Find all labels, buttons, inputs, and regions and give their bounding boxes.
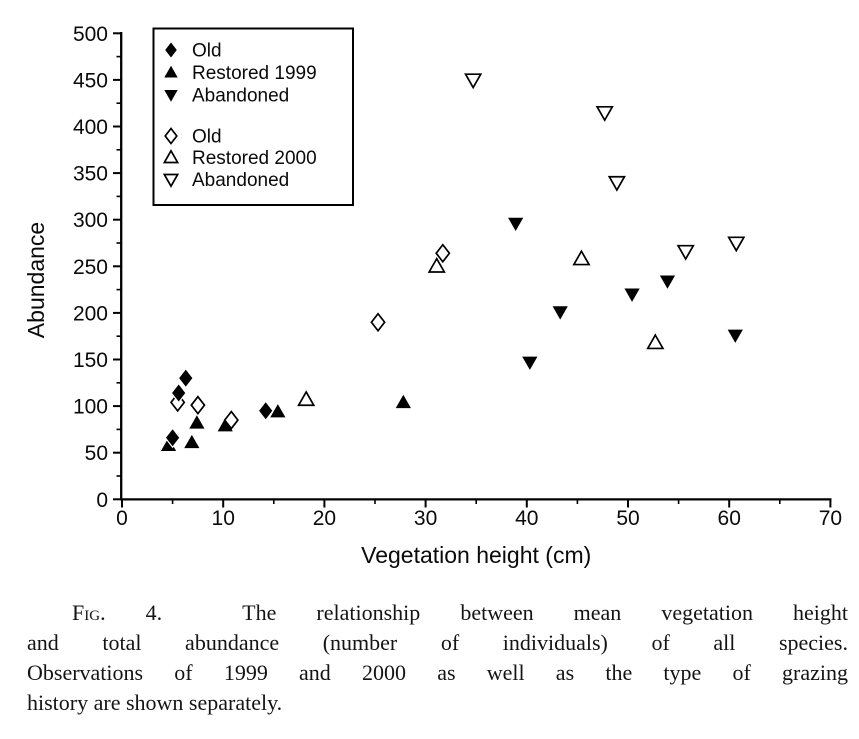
y-tick-label: 450 — [73, 69, 108, 92]
x-tick-label: 30 — [414, 507, 437, 530]
data-point-restored-1999 — [187, 412, 207, 430]
data-point-old-1999 — [257, 400, 274, 422]
legend-label: Old — [192, 41, 222, 62]
legend-label: Restored 2000 — [192, 148, 317, 169]
data-point-abandoned-1999 — [550, 305, 570, 322]
data-point-old-1999 — [170, 382, 187, 404]
y-tick-label: 50 — [85, 442, 108, 465]
data-point-old-2000 — [370, 312, 386, 333]
y-axis-title: Abundance — [23, 222, 49, 338]
legend-label: Old — [192, 127, 222, 148]
data-point-restored-1999 — [393, 392, 414, 410]
y-tick-label: 0 — [96, 489, 108, 512]
y-tick-label: 300 — [73, 209, 108, 232]
figure-number: Fig. 4. — [72, 600, 163, 625]
data-point-abandoned-1999 — [506, 216, 526, 234]
data-point-restored-2000 — [297, 390, 316, 407]
scatter-plot: 0 10 20 30 40 50 60 70 0 50 100 150 200 250 300 350 400 4… — [23, 23, 842, 568]
data-point-old-1999 — [177, 367, 194, 389]
legend-label: Abandoned — [192, 86, 289, 107]
caption-text: The relationship between mean vegetation… — [162, 600, 848, 625]
data-point-abandoned-1999 — [622, 287, 642, 305]
legend-marker-triangle-up-open — [162, 149, 180, 164]
legend-marker-diamond-filled — [163, 40, 179, 60]
data-point-restored-2000 — [572, 249, 591, 266]
legend-marker-triangle-up-filled — [162, 63, 180, 79]
caption-line-1: Fig. 4. The relationship between mean ve… — [27, 598, 848, 628]
data-point-restored-1999 — [182, 432, 202, 450]
x-tick-label: 50 — [616, 507, 639, 530]
caption-line-4: history are shown separately. — [27, 690, 283, 715]
data-point-restored-1999 — [268, 401, 288, 419]
x-tick-label: 70 — [819, 507, 842, 530]
data-point-abandoned-2000 — [676, 244, 695, 261]
x-tick-label: 20 — [313, 507, 336, 530]
x-tick-label: 10 — [212, 507, 235, 530]
legend-label: Restored 1999 — [192, 63, 317, 84]
y-tick-label: 350 — [73, 163, 108, 186]
data-point-abandoned-2000 — [464, 73, 483, 90]
data-point-old-2000 — [169, 392, 186, 413]
x-tick-label: 60 — [718, 507, 741, 530]
y-tick-label: 400 — [73, 116, 108, 139]
legend-marker-triangle-down-filled — [162, 88, 180, 105]
data-point-abandoned-1999 — [520, 355, 540, 373]
data-point-abandoned-2000 — [595, 105, 614, 122]
legend-marker-diamond-open — [164, 127, 178, 145]
x-tick-label: 0 — [116, 507, 128, 530]
data-point-abandoned-1999 — [657, 274, 678, 292]
legend-label: Abandoned — [192, 170, 289, 191]
data-point-restored-2000 — [427, 256, 446, 273]
data-point-old-2000 — [435, 243, 451, 264]
y-tick-label: 250 — [73, 256, 108, 279]
data-point-abandoned-2000 — [607, 175, 626, 192]
caption-line-3: Observations of 1999 and 2000 as well as… — [27, 660, 848, 685]
x-tick-label: 40 — [515, 507, 538, 530]
y-tick-label: 500 — [73, 23, 108, 46]
legend-box — [152, 27, 354, 206]
data-point-old-2000 — [190, 395, 206, 416]
data-point-old-2000 — [223, 410, 239, 430]
data-point-abandoned-1999 — [725, 328, 745, 346]
y-tick-label: 200 — [73, 302, 108, 325]
y-tick-label: 100 — [73, 396, 108, 419]
x-axis-title: Vegetation height (cm) — [361, 542, 591, 568]
data-point-old-1999 — [164, 427, 181, 449]
data-point-abandoned-2000 — [727, 236, 746, 253]
y-tick-label: 150 — [73, 349, 108, 372]
data-point-restored-2000 — [646, 333, 665, 350]
legend-marker-triangle-down-open — [162, 173, 180, 188]
caption-line-2: and total abundance (number of individua… — [27, 630, 848, 655]
figure-caption: Fig. 4. The relationship between mean ve… — [27, 598, 848, 718]
